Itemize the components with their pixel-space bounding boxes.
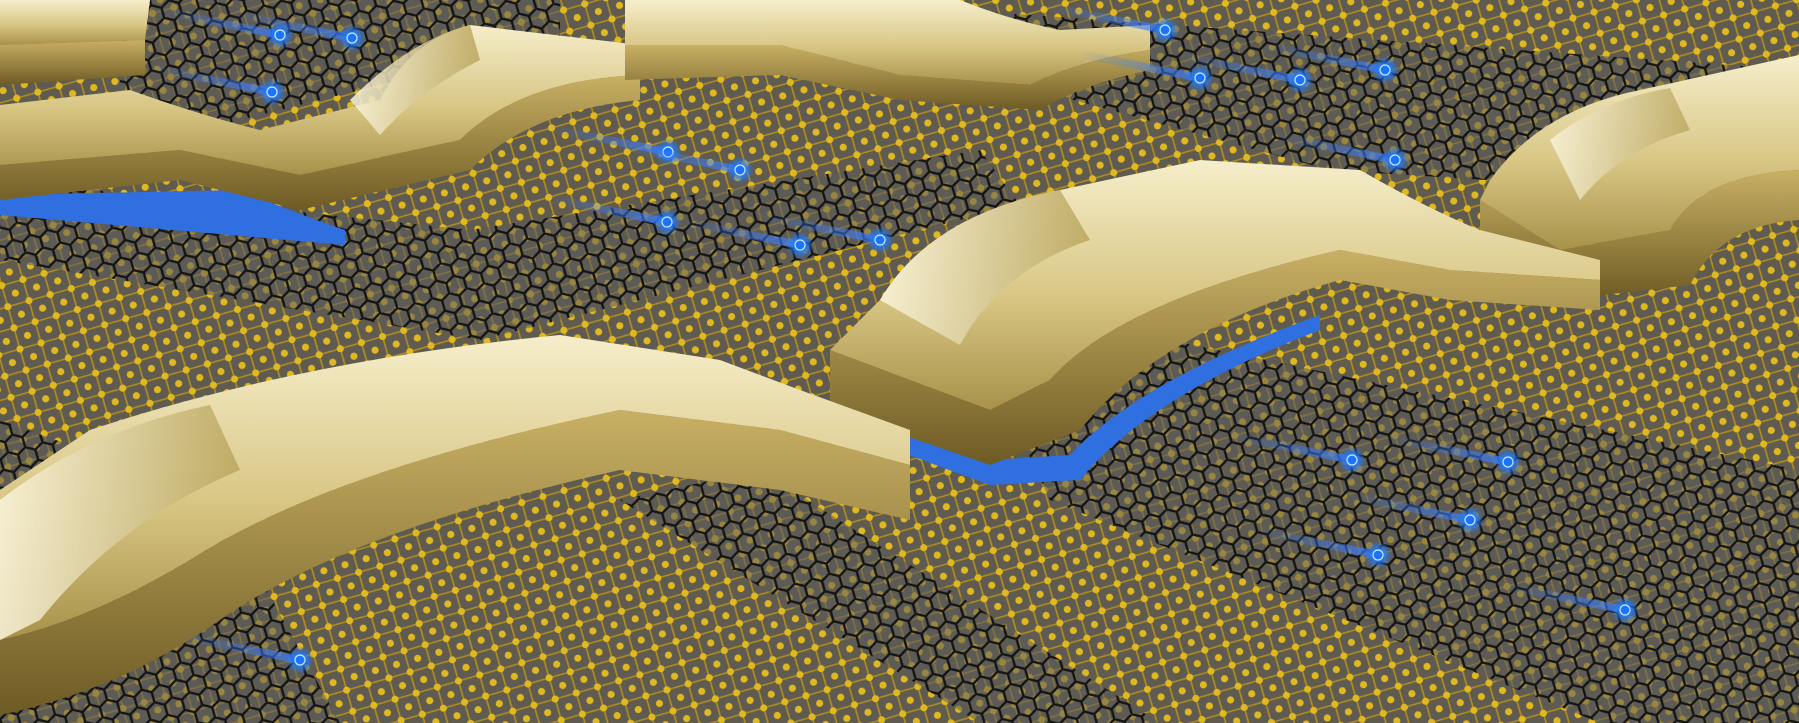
charge-carrier	[1372, 549, 1384, 561]
charge-carrier	[1379, 64, 1391, 76]
charge-carrier	[1619, 604, 1631, 616]
nanoribbon	[980, 330, 1799, 723]
dielectric-strip	[0, 190, 345, 245]
carrier-trail	[1080, 50, 1200, 82]
electrode	[830, 160, 1600, 465]
carrier-trail	[1388, 434, 1508, 466]
charge-carrier	[1194, 72, 1206, 84]
carrier-trail	[1232, 432, 1352, 464]
charge-carrier	[1502, 456, 1514, 468]
carrier-trail	[180, 632, 300, 664]
charge-carrier	[274, 29, 286, 41]
charge-carriers	[152, 2, 1639, 674]
charge-carrier	[1159, 24, 1171, 36]
charge-carrier	[1389, 154, 1401, 166]
charge-carrier	[874, 234, 886, 246]
charge-carrier	[346, 32, 358, 44]
charge-carrier	[1346, 454, 1358, 466]
electrode	[625, 0, 1150, 110]
nanoribbon	[0, 150, 1020, 340]
carrier-trail	[1180, 52, 1300, 84]
electrode	[0, 0, 150, 85]
carrier-trail	[547, 194, 667, 226]
nanoribbon	[620, 470, 1160, 723]
carrier-trail	[680, 217, 800, 249]
carrier-trail	[1505, 582, 1625, 614]
carrier-trail	[760, 212, 880, 244]
charge-carrier	[794, 239, 806, 251]
charge-carrier	[294, 654, 306, 666]
carrier-trail	[232, 10, 352, 42]
carrier-trail	[1045, 2, 1165, 34]
electrode	[0, 335, 910, 715]
carrier-trail	[1350, 492, 1470, 524]
charge-carrier	[1294, 74, 1306, 86]
charge-carrier	[661, 216, 673, 228]
charge-carrier	[266, 86, 278, 98]
carrier-trail	[1275, 132, 1395, 164]
carrier-trail	[1258, 527, 1378, 559]
charge-carrier	[734, 164, 746, 176]
carrier-trail	[620, 142, 740, 174]
carrier-trail	[152, 64, 272, 96]
carrier-trail	[160, 7, 280, 39]
carrier-trail	[1265, 42, 1385, 74]
electrode	[0, 25, 640, 210]
charge-carrier	[1464, 514, 1476, 526]
